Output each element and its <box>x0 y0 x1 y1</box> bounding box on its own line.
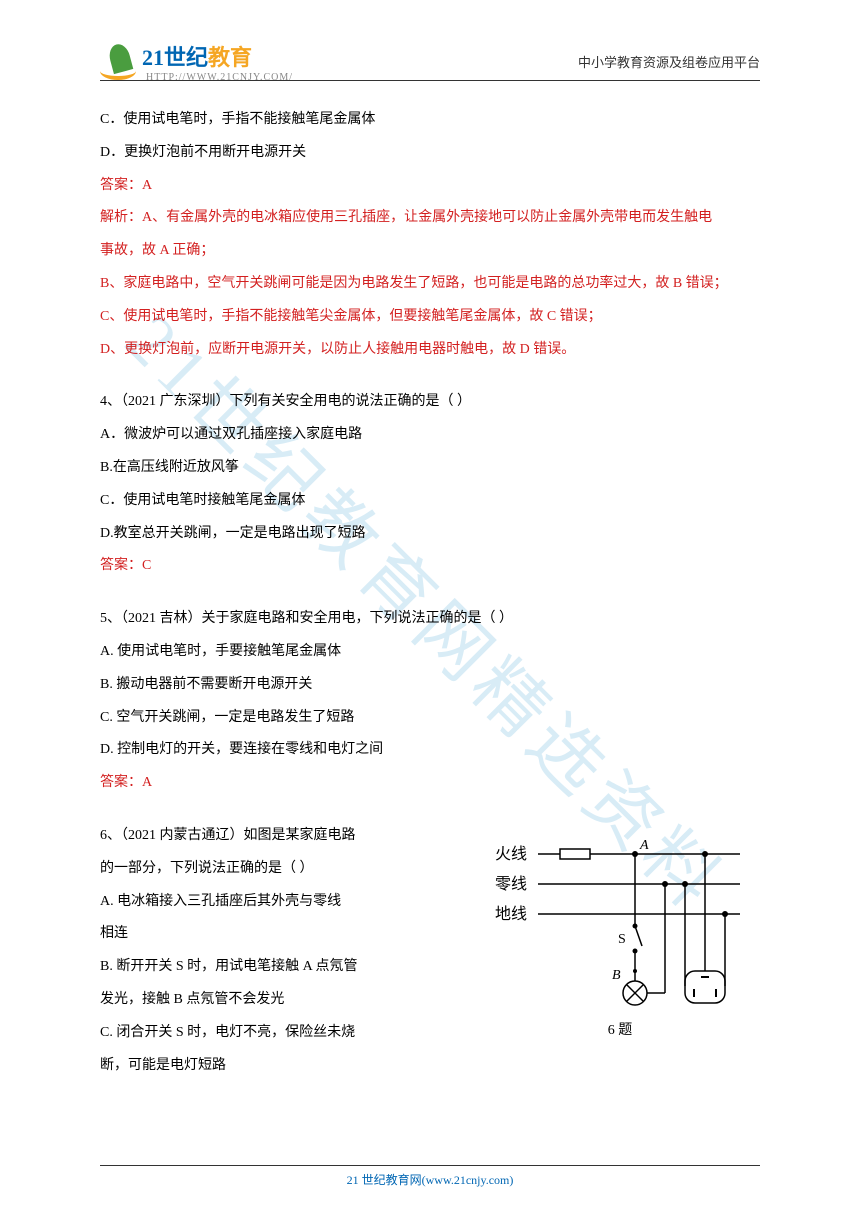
q5-option-b: B. 搬动电器前不需要断开电源开关 <box>100 670 760 701</box>
circuit-diagram: 火线 零线 地线 A <box>490 831 750 1011</box>
footer-divider <box>100 1165 760 1166</box>
q5-answer: 答案：A <box>100 768 760 799</box>
q4-option-d: D.教室总开关跳闸，一定是电路出现了短路 <box>100 519 760 550</box>
q6-stem-2: 的一部分，下列说法正确的是（ ） <box>100 854 470 885</box>
header-divider <box>100 80 760 81</box>
q6-figure-column: 火线 零线 地线 A <box>480 821 760 1083</box>
page-header: 21世纪教育 HTTP://WWW.21CNJY.COM/ 中小学教育资源及组卷… <box>100 40 760 83</box>
q4-option-c: C．使用试电笔时接触笔尾金属体 <box>100 486 760 517</box>
q6-option-b-2: 发光，接触 B 点氖管不会发光 <box>100 985 470 1016</box>
label-s: S <box>618 932 626 947</box>
q4-block: 4、（2021 广东深圳）下列有关安全用电的说法正确的是（ ） A．微波炉可以通… <box>100 387 760 582</box>
label-b: B <box>612 968 621 983</box>
q6-text-column: 6、（2021 内蒙古通辽）如图是某家庭电路 的一部分，下列说法正确的是（ ） … <box>100 821 480 1083</box>
q6-stem-1: 6、（2021 内蒙古通辽）如图是某家庭电路 <box>100 821 470 852</box>
label-ground: 地线 <box>495 905 527 923</box>
q3-analysis-1b: 事故，故 A 正确； <box>100 236 760 267</box>
q5-option-d: D. 控制电灯的开关，要连接在零线和电灯之间 <box>100 735 760 766</box>
q5-block: 5、（2021 吉林）关于家庭电路和安全用电，下列说法正确的是（ ） A. 使用… <box>100 604 760 799</box>
q5-stem: 5、（2021 吉林）关于家庭电路和安全用电，下列说法正确的是（ ） <box>100 604 760 635</box>
q3-analysis-2: B、家庭电路中，空气开关跳闸可能是因为电路发生了短路，也可能是电路的总功率过大，… <box>100 269 760 300</box>
figure-caption: 6 题 <box>480 1019 760 1039</box>
q4-answer: 答案：C <box>100 551 760 582</box>
logo-main-text: 21世纪 <box>142 45 208 70</box>
q3-analysis-1: 解析：A、有金属外壳的电冰箱应使用三孔插座，让金属外壳接地可以防止金属外壳带电而… <box>100 203 760 234</box>
label-fire: 火线 <box>495 845 527 863</box>
page-footer: 21 世纪教育网(www.21cnjy.com) <box>0 1171 860 1188</box>
q6-option-a-2: 相连 <box>100 919 470 950</box>
q6-option-a-1: A. 电冰箱接入三孔插座后其外壳与零线 <box>100 887 470 918</box>
q4-option-a: A．微波炉可以通过双孔插座接入家庭电路 <box>100 420 760 451</box>
q3-option-d: D．更换灯泡前不用断开电源开关 <box>100 138 760 169</box>
q6-option-c-1: C. 闭合开关 S 时，电灯不亮，保险丝未烧 <box>100 1018 470 1049</box>
q3-analysis-4: D、更换灯泡前，应断开电源开关，以防止人接触用电器时触电，故 D 错误。 <box>100 335 760 366</box>
q6-option-c-2: 断，可能是电灯短路 <box>100 1051 470 1082</box>
logo-icon <box>100 42 140 82</box>
logo-url: HTTP://WWW.21CNJY.COM/ <box>146 72 293 83</box>
header-right-text: 中小学教育资源及组卷应用平台 <box>578 52 760 71</box>
q5-option-a: A. 使用试电笔时，手要接触笔尾金属体 <box>100 637 760 668</box>
q4-stem: 4、（2021 广东深圳）下列有关安全用电的说法正确的是（ ） <box>100 387 760 418</box>
q6-block: 6、（2021 内蒙古通辽）如图是某家庭电路 的一部分，下列说法正确的是（ ） … <box>100 821 760 1083</box>
q3-option-c: C．使用试电笔时，手指不能接触笔尾金属体 <box>100 105 760 136</box>
q3-analysis-3: C、使用试电笔时，手指不能接触笔尖金属体，但要接触笔尾金属体，故 C 错误； <box>100 302 760 333</box>
label-neutral: 零线 <box>495 875 527 893</box>
main-content: C．使用试电笔时，手指不能接触笔尾金属体 D．更换灯泡前不用断开电源开关 答案：… <box>100 105 760 1083</box>
q4-option-b: B.在高压线附近放风筝 <box>100 453 760 484</box>
logo-suffix-text: 教育 <box>208 45 252 70</box>
logo: 21世纪教育 HTTP://WWW.21CNJY.COM/ <box>100 40 293 83</box>
q6-option-b-1: B. 断开开关 S 时，用试电笔接触 A 点氖管 <box>100 952 470 983</box>
q5-option-c: C. 空气开关跳闸，一定是电路发生了短路 <box>100 703 760 734</box>
q3-answer: 答案：A <box>100 171 760 202</box>
logo-text: 21世纪教育 HTTP://WWW.21CNJY.COM/ <box>142 40 293 83</box>
label-a: A <box>639 838 649 853</box>
